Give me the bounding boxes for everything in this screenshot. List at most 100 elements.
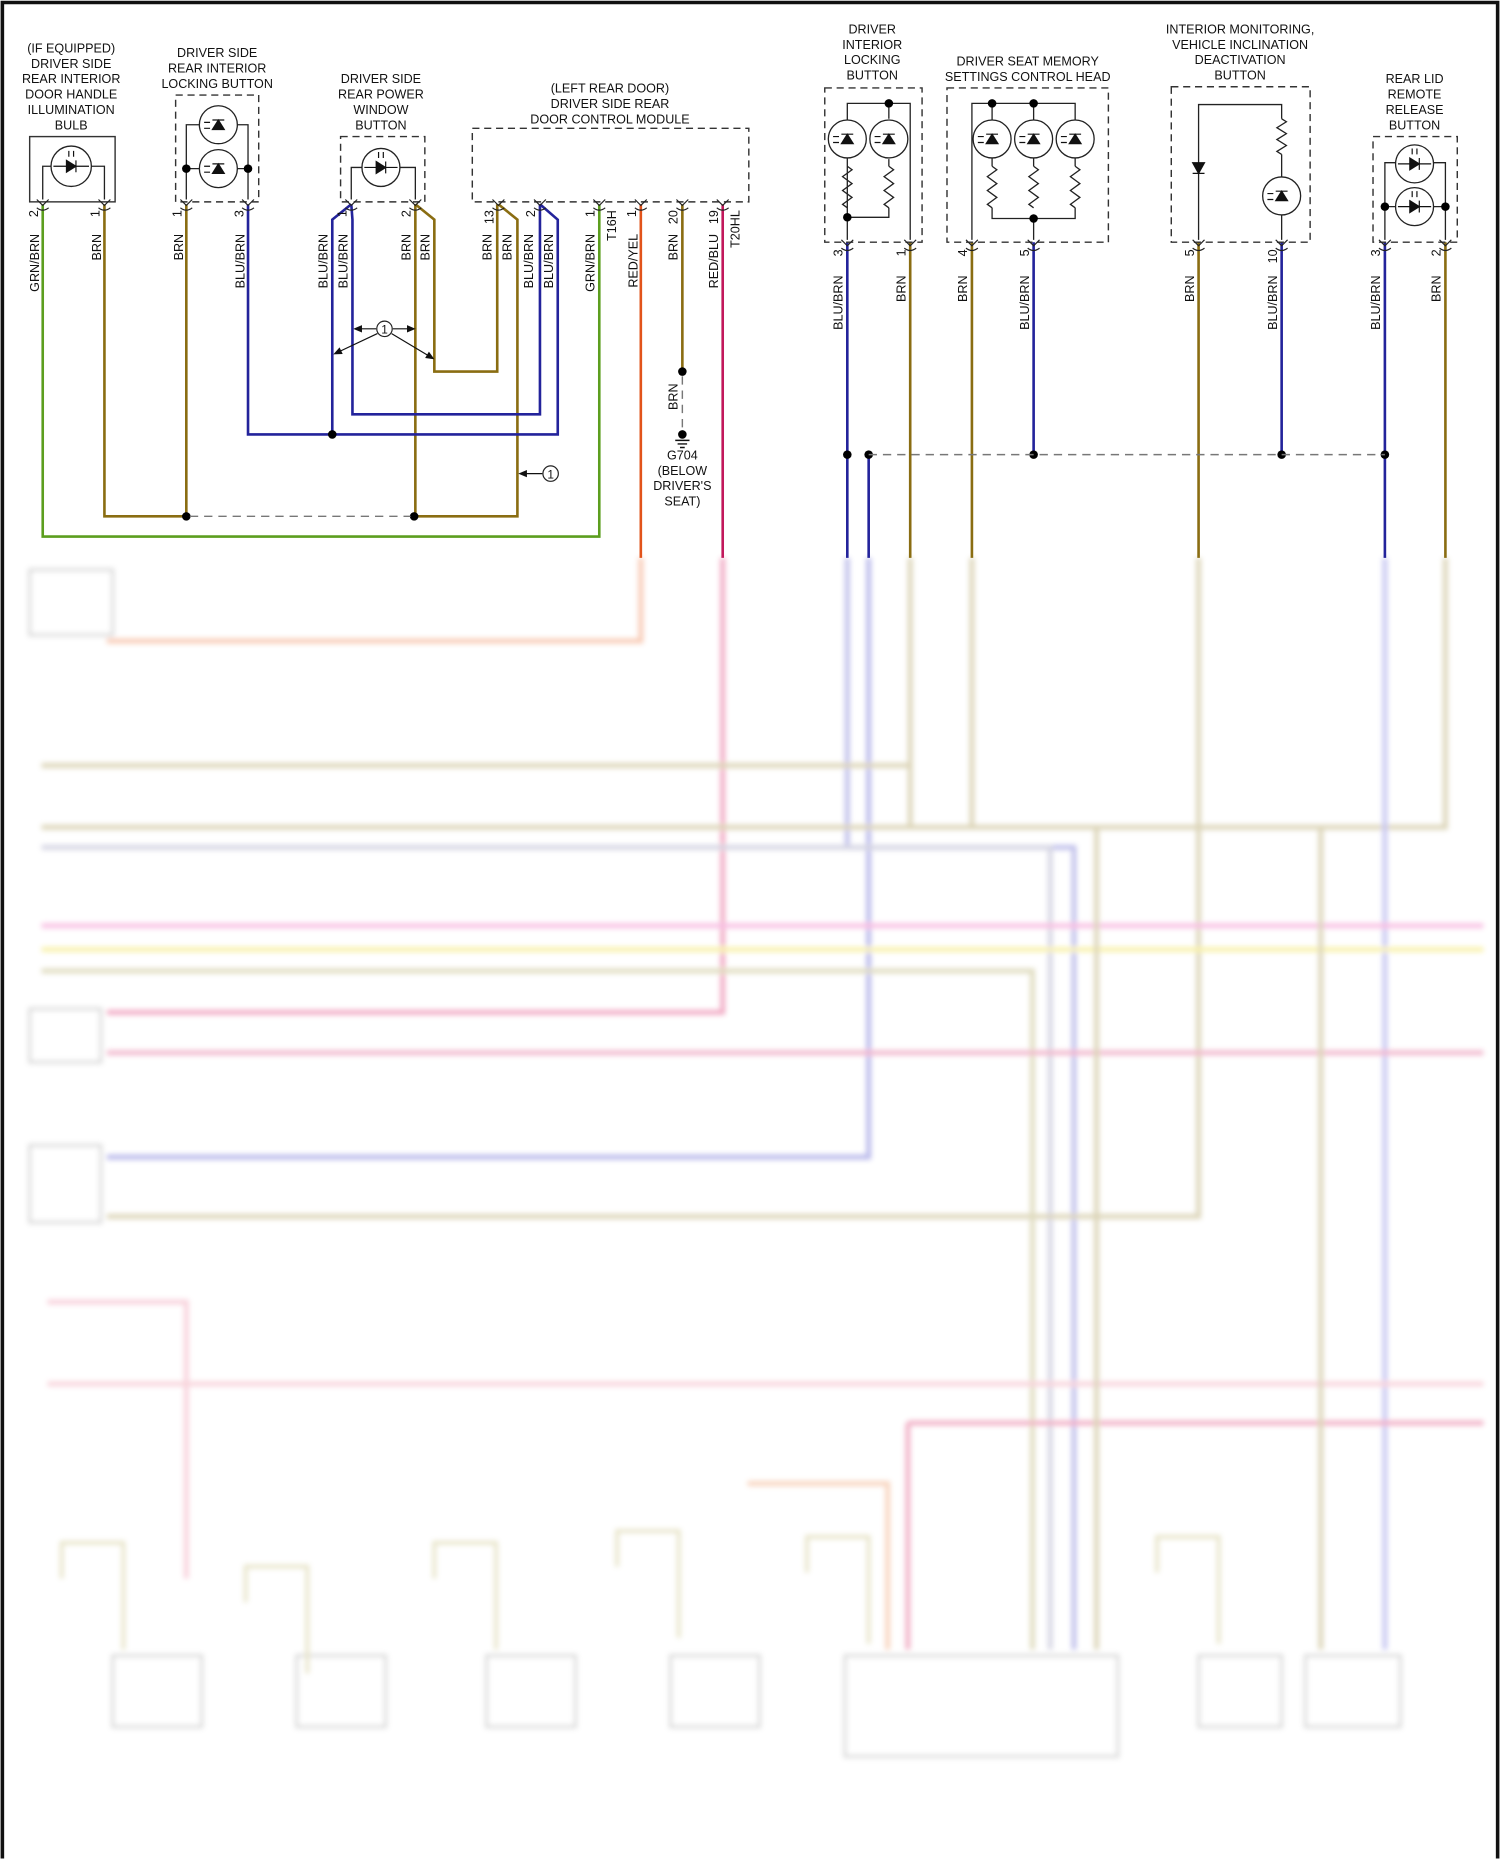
led-icon (972, 119, 1012, 159)
pin-number: 19 (707, 210, 721, 224)
resistor-icon (1275, 118, 1288, 155)
callout-arrow (333, 333, 378, 355)
rear-locking-button-title: DRIVER SIDE (177, 46, 257, 60)
bulb-box (28, 135, 116, 203)
resistor-icon (1069, 165, 1082, 209)
rear-door-module-title: DRIVER SIDE REAR (551, 97, 670, 111)
led-icon (198, 105, 238, 145)
internal-circuit (846, 102, 911, 240)
connector-pin-icon (344, 199, 358, 211)
connector-pin-icon (1192, 239, 1205, 252)
blurred-component (28, 1007, 103, 1064)
callout-arrow (518, 469, 543, 478)
led-icon (1013, 119, 1054, 159)
wire-color-label: RED/BLU (707, 234, 721, 288)
blurred-wire (106, 557, 726, 1015)
splice-dot (884, 99, 894, 108)
connector-pin-icon (1378, 239, 1392, 252)
splice-dot (328, 430, 337, 439)
wire-brn (414, 203, 499, 373)
rear-window-button-title: REAR POWER (338, 88, 424, 102)
splice-dot (1380, 202, 1390, 211)
connector-pin-icon (592, 199, 606, 211)
led-icon (1055, 119, 1095, 159)
splice-dot (182, 164, 191, 173)
wire-blu-brn (246, 203, 560, 436)
pin-number: 5 (1183, 249, 1197, 256)
splice-dot (678, 430, 687, 439)
wires (41, 203, 1447, 558)
wire-color-label: BLU/BRN (337, 234, 351, 288)
led-icon (198, 148, 238, 189)
bulb-title: DOOR HANDLE (25, 88, 117, 102)
splice-dot (843, 450, 852, 459)
rear-lid-button-title: REMOTE (1388, 88, 1442, 102)
wire-color-label: BRN (400, 234, 414, 261)
bulb-icon (50, 145, 93, 188)
wire-color-label: BRN (419, 234, 433, 261)
interior-monitoring-button-title: BUTTON (1214, 69, 1265, 83)
wire-color-label: BLU/BRN (522, 234, 536, 288)
connector-pin-icon (533, 199, 547, 211)
wire-color-label: BRN (90, 234, 104, 261)
rear-window-button-title: BUTTON (355, 118, 406, 132)
wire-color-label: BRN (1183, 275, 1197, 302)
ground-label: DRIVER'S (653, 479, 711, 493)
rear-window-button-title: DRIVER SIDE (341, 72, 421, 86)
blurred-wire (615, 1529, 681, 1638)
callout-arrow (392, 325, 416, 333)
rear-door-module-title: DOOR CONTROL MODULE (530, 113, 689, 127)
blurred-component (295, 1654, 387, 1728)
wire-color-label: BLU/BRN (1018, 275, 1032, 329)
pin-number: 1 (625, 210, 639, 217)
ground-icon (675, 439, 690, 449)
connector-label: T16H (605, 210, 619, 241)
driver-locking-button-title: DRIVER (848, 22, 895, 36)
splice-dot (1441, 202, 1450, 211)
splice-dot (1029, 450, 1038, 459)
blurred-component (111, 1654, 203, 1728)
bulb-title: (IF EQUIPPED) (27, 41, 115, 55)
driver-locking-button-title: LOCKING (844, 53, 901, 67)
pin-number: 13 (483, 210, 497, 224)
splice-dot (678, 367, 687, 376)
blurred-wire (47, 1299, 189, 1579)
blurred-component (28, 568, 114, 637)
pin-number: 2 (400, 210, 414, 217)
pin-number: 10 (1266, 249, 1280, 263)
splice-dot (182, 512, 191, 521)
wire-color-label: BRN (172, 234, 186, 261)
ground-label: (BELOW (658, 464, 708, 478)
led-icon (869, 119, 909, 159)
ground-label: G704 (667, 448, 698, 462)
driver-locking-button-title: INTERIOR (842, 38, 902, 52)
wire-color-label: GRN/BRN (28, 234, 42, 292)
rear-locking-button-title: REAR INTERIOR (168, 62, 266, 76)
led-icon (361, 147, 401, 188)
interior-monitoring-button-box (1170, 86, 1311, 243)
rear-door-module-title: (LEFT REAR DOOR) (551, 82, 669, 96)
led-icon (1262, 176, 1302, 216)
led-icon (1394, 144, 1435, 184)
blurred-wire (41, 557, 1448, 830)
pin-number: 1 (336, 210, 350, 217)
connector-pin-icon (1027, 239, 1040, 252)
splice-dot (409, 512, 419, 521)
splice-dot (843, 213, 852, 222)
wire-color-label: GRN/BRN (584, 234, 598, 292)
pin-number: 1 (171, 210, 185, 217)
pin-number: 4 (956, 249, 970, 256)
connector-pin-icon (36, 199, 50, 211)
blurred-wire (1155, 1535, 1221, 1644)
connector-pin-icon (98, 199, 111, 211)
blurred-wire (432, 1541, 498, 1650)
pin-number: 1 (89, 210, 103, 217)
blurred-wire (106, 557, 872, 1160)
connector-pin-icon (676, 199, 689, 211)
blurred-wire (106, 557, 644, 644)
labels: (IF EQUIPPED) DRIVER SIDE REAR INTERIOR DOO… (22, 22, 1444, 508)
wire-color-label: BRN (480, 234, 494, 261)
wire-brn (414, 203, 519, 518)
bulb-title: ILLUMINATION (28, 103, 115, 117)
